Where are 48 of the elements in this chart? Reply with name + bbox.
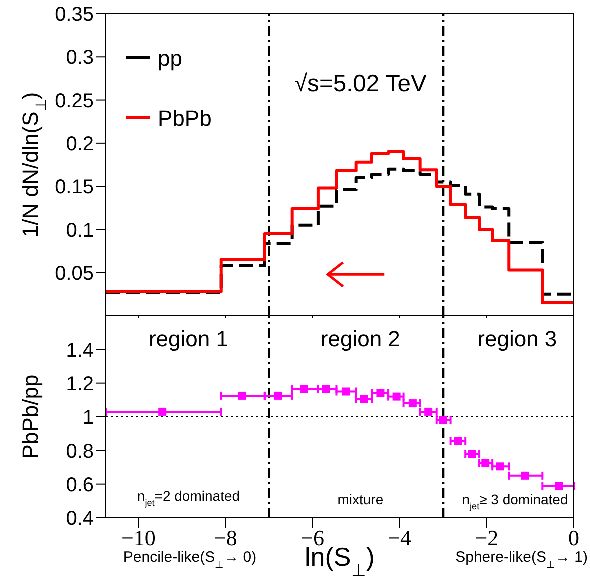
point [392, 392, 401, 401]
point [158, 408, 167, 416]
x-tick-label: −8 [214, 526, 238, 551]
annotation: n$_{jet}$=2 dominated [137, 488, 240, 508]
annotation: mixture [338, 492, 384, 508]
point [408, 400, 417, 408]
y-tick-label: 0.2 [66, 134, 94, 156]
point [555, 482, 564, 490]
point [482, 459, 490, 468]
y-tick-label: 0.1 [66, 220, 94, 242]
point [300, 385, 309, 394]
y-tick-label: 0.35 [55, 4, 94, 26]
y-tick-label: 1.4 [66, 340, 94, 362]
annotation: region 3 [478, 326, 558, 352]
point [424, 408, 433, 416]
x-tick-label: −4 [388, 526, 412, 551]
point [238, 392, 246, 400]
legend-label: pp [158, 46, 182, 71]
text: Pencile-like(S$_{⊥}$→ 0) [123, 549, 257, 570]
annotation: √s=5.02 TeV [294, 70, 427, 98]
point [454, 437, 462, 446]
point [521, 472, 530, 480]
annotation: n$_{jet}$≥ 3 dominated [462, 492, 568, 512]
y-tick-label: 0.15 [55, 176, 94, 199]
point [274, 392, 282, 400]
point [468, 450, 476, 458]
y-tick-label: 1 [82, 407, 94, 430]
point [439, 416, 448, 424]
annotation: region 2 [320, 326, 400, 352]
y-tick-label: 0.6 [66, 474, 94, 496]
text: Sphere-like(S$_{⊥}$→ 1) [456, 549, 588, 570]
point [360, 395, 368, 404]
point [322, 385, 330, 394]
y-tick-label: 0.05 [55, 262, 94, 285]
y-tick-label: 0.25 [55, 90, 94, 112]
y-tick-label: 0.8 [66, 440, 94, 463]
x-tick-label: 0 [568, 526, 580, 551]
point [376, 389, 385, 398]
annotation: region 1 [148, 326, 228, 352]
point [342, 388, 350, 396]
y-tick-label: 0.3 [66, 47, 94, 70]
y-axis-title: PbPb/pp [18, 374, 43, 460]
x-tick-label: −2 [475, 526, 499, 551]
legend-label: PbPb [158, 106, 212, 131]
y-tick-label: 1.2 [66, 373, 94, 396]
y-tick-label: 0.4 [66, 508, 94, 530]
x-tick-label: −10 [121, 526, 156, 551]
point [496, 462, 504, 471]
